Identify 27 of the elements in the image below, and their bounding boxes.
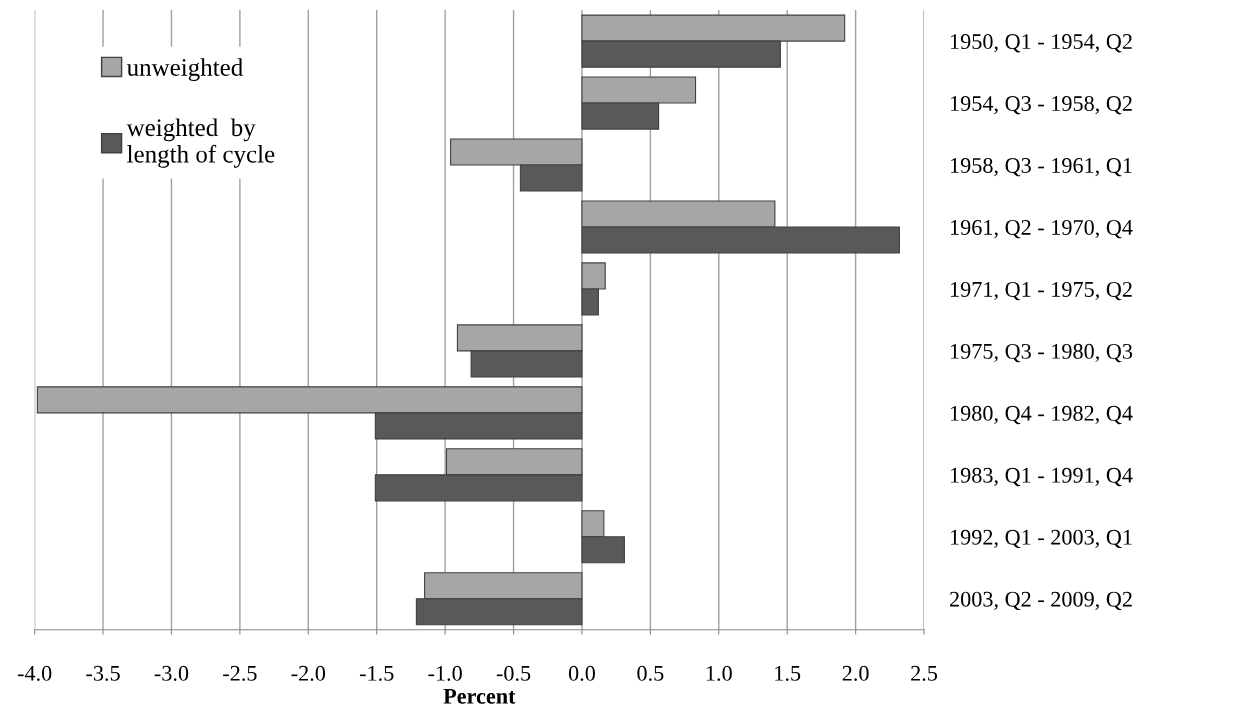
y-tick-label: 1958, Q3 - 1961, Q1	[950, 157, 1132, 177]
x-tick-label: 2.5	[911, 665, 938, 681]
y-tick-label: 2003, Q2 - 2009, Q2	[950, 591, 1132, 611]
y-tick-label: 1961, Q2 - 1970, Q4	[950, 219, 1133, 239]
x-tick-label: 1.0	[706, 665, 732, 681]
y-tick-label: 1983, Q1 - 1991, Q4	[950, 467, 1133, 487]
x-tick-label: 1.5	[775, 665, 801, 681]
legend-label: unweighted	[126, 58, 243, 82]
x-tick-label: -4.0	[17, 665, 52, 681]
x-tick-label: -2.5	[223, 665, 257, 681]
x-tick-label: -0.5	[496, 665, 531, 681]
x-tick-label: -1.0	[428, 665, 462, 681]
y-tick-label: 1980, Q4 - 1982, Q4	[950, 405, 1133, 425]
x-tick-label: -3.5	[86, 665, 120, 681]
y-tick-label: 1954, Q3 - 1958, Q2	[950, 96, 1132, 115]
x-tick-label: 2.0	[842, 665, 869, 681]
x-axis-title: Percent	[443, 688, 516, 704]
y-tick-label: 1950, Q1 - 1954, Q2	[950, 34, 1132, 53]
y-tick-label: 1971, Q1 - 1975, Q2	[950, 281, 1132, 301]
x-tick-label: -2.0	[291, 665, 326, 681]
legend-label: weighted by length of cycle	[126, 118, 275, 168]
x-tick-label: -1.5	[359, 665, 394, 681]
x-tick-label: 0.5	[637, 665, 664, 681]
y-tick-label: 1992, Q1 - 2003, Q1	[950, 529, 1132, 549]
x-tick-label: -3.0	[154, 665, 189, 681]
y-tick-label: 1975, Q3 - 1980, Q3	[950, 343, 1133, 363]
x-tick-label: 0.0	[568, 665, 595, 681]
